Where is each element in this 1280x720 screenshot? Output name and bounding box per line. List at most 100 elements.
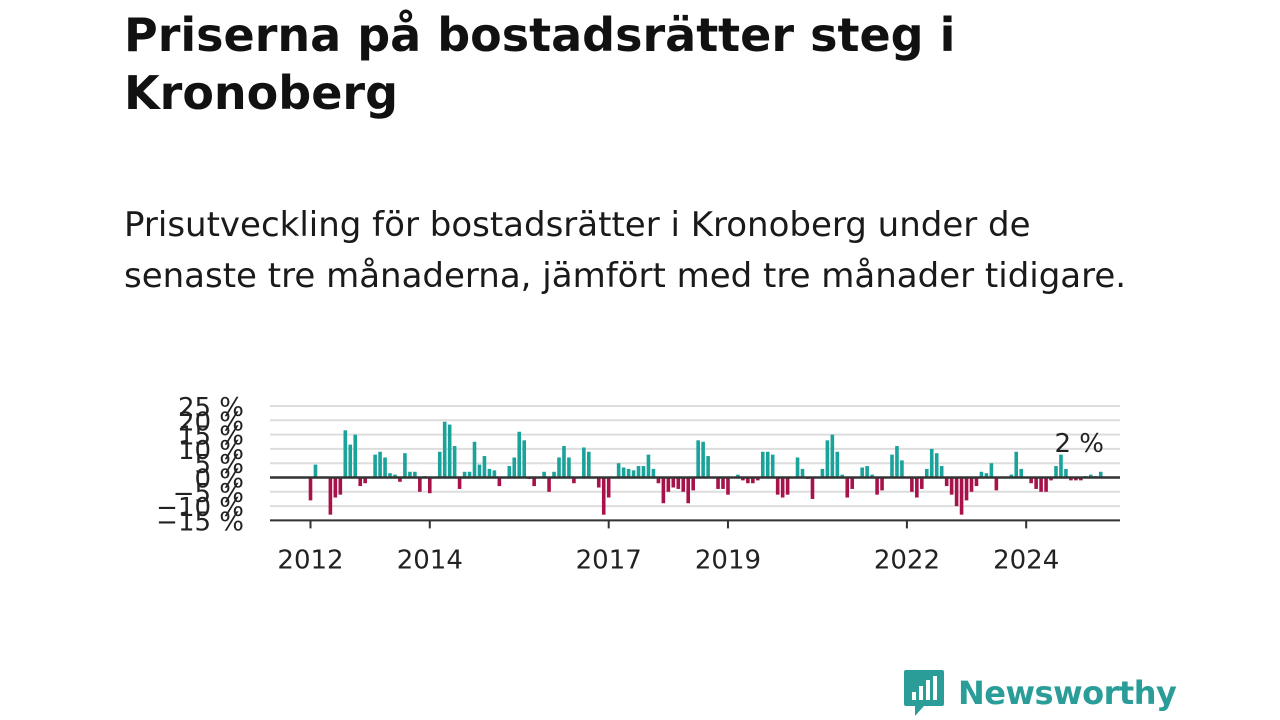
- bar: [870, 474, 874, 478]
- bar: [944, 477, 949, 487]
- x-tick-label: 2014: [397, 545, 463, 575]
- bar: [472, 441, 477, 478]
- y-tick-label: 15 %: [178, 422, 244, 452]
- bar: [457, 477, 462, 489]
- bar: [691, 477, 695, 491]
- bar: [969, 477, 974, 492]
- bar: [666, 477, 671, 492]
- bar: [850, 477, 855, 489]
- bar: [487, 468, 492, 478]
- bar: [681, 477, 686, 492]
- bar: [701, 441, 705, 478]
- bar: [1019, 468, 1024, 478]
- bar: [512, 457, 517, 478]
- bar: [835, 451, 840, 478]
- bar: [775, 477, 780, 495]
- bar: [641, 466, 646, 478]
- bar: [1069, 477, 1073, 481]
- bar: [492, 470, 497, 478]
- y-tick-label: 25 %: [178, 393, 244, 423]
- bar: [413, 471, 417, 478]
- bar: [860, 467, 864, 478]
- bar: [606, 477, 611, 498]
- bar: [442, 421, 447, 478]
- bar: [567, 457, 571, 478]
- bar: [770, 454, 775, 478]
- bar: [596, 477, 601, 488]
- bar: [716, 477, 720, 489]
- bar: [388, 473, 392, 478]
- bar: [671, 477, 676, 488]
- y-tick-label: −15 %: [156, 507, 244, 537]
- bar: [626, 468, 631, 478]
- bar: [736, 474, 740, 478]
- bar: [979, 471, 984, 478]
- y-tick-label: 0 %: [194, 465, 244, 495]
- bar: [532, 477, 536, 487]
- bar: [915, 477, 919, 498]
- bar: [1098, 471, 1103, 478]
- bar: [378, 451, 382, 478]
- bar: [820, 468, 825, 478]
- bar: [696, 440, 700, 478]
- bar: [582, 447, 586, 478]
- y-tick-label: 20 %: [178, 407, 244, 437]
- bar: [974, 477, 979, 487]
- bar: [542, 471, 546, 478]
- last-value-annotation: 2 %: [1054, 429, 1104, 459]
- newsworthy-logo-icon: [904, 670, 944, 716]
- bar: [497, 477, 502, 487]
- bar: [994, 477, 999, 491]
- bar: [910, 477, 914, 492]
- bar: [865, 466, 869, 478]
- bar: [547, 477, 551, 492]
- bar: [462, 471, 467, 478]
- bar: [338, 477, 343, 495]
- bar: [1059, 454, 1063, 478]
- bar: [358, 477, 362, 487]
- bar-chart: −15 %−10 %−5 %0 %5 %10 %15 %20 %25 % 2012…: [156, 393, 1120, 575]
- bar: [522, 440, 527, 478]
- x-tick-label: 2024: [993, 545, 1059, 575]
- bar: [706, 456, 710, 478]
- bar: [746, 477, 750, 484]
- bar: [313, 464, 318, 478]
- bar: [751, 477, 755, 484]
- bar: [741, 477, 745, 481]
- bar: [880, 477, 884, 491]
- bar: [900, 460, 904, 478]
- bar: [482, 456, 487, 478]
- bar: [895, 446, 899, 478]
- bar: [562, 446, 566, 478]
- bar: [845, 477, 850, 498]
- bar: [587, 451, 591, 478]
- bar: [1039, 477, 1043, 492]
- bar: [557, 457, 561, 478]
- bar: [1044, 477, 1048, 492]
- bar: [656, 477, 661, 484]
- bar: [616, 463, 621, 478]
- bar: [333, 477, 338, 498]
- x-tick-label: 2022: [874, 545, 940, 575]
- bar: [989, 463, 994, 478]
- bar: [1029, 477, 1033, 484]
- bar: [756, 477, 760, 481]
- bar: [1074, 477, 1078, 481]
- bar: [890, 454, 894, 478]
- newsworthy-logo[interactable]: Newsworthy: [902, 668, 1177, 718]
- bar: [830, 434, 835, 478]
- bar: [840, 474, 845, 478]
- bar: [1088, 474, 1093, 478]
- bar: [934, 453, 939, 478]
- bar: [308, 477, 313, 501]
- bar: [939, 466, 944, 478]
- bar: [1079, 477, 1083, 481]
- bar: [785, 477, 790, 495]
- bar: [780, 477, 785, 498]
- bar: [676, 477, 681, 489]
- bar: [959, 477, 964, 515]
- bar: [661, 477, 666, 504]
- bar: [800, 468, 805, 478]
- bar: [507, 466, 512, 478]
- bar: [1034, 477, 1038, 489]
